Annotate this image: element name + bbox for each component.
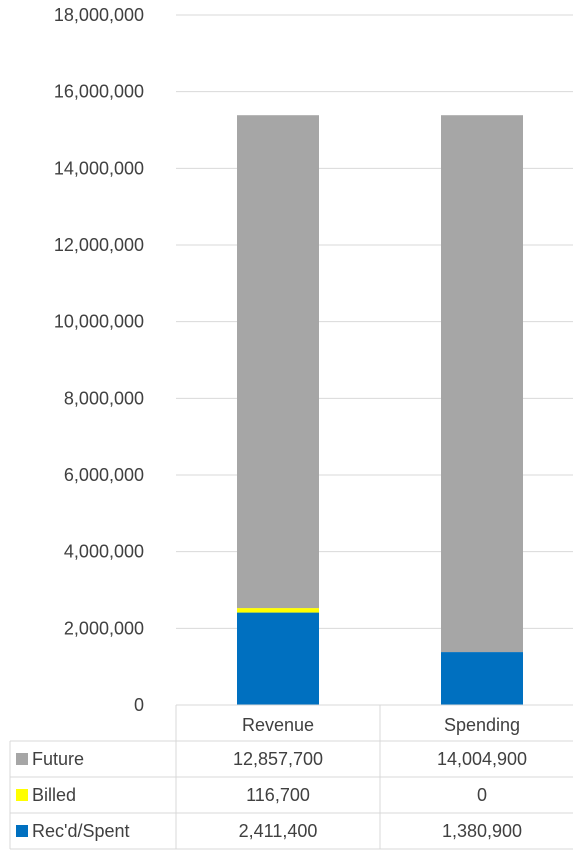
data-value: 12,857,700 [233, 749, 323, 769]
bar-segment-revenue-future [237, 115, 319, 609]
y-tick-label: 12,000,000 [54, 235, 144, 255]
data-value: 1,380,900 [442, 821, 522, 841]
legend-label: Billed [32, 785, 76, 805]
legend-key [16, 825, 28, 837]
bar-segment-spending-future [441, 115, 523, 653]
y-tick-label: 0 [134, 695, 144, 715]
y-tick-label: 6,000,000 [64, 465, 144, 485]
bar-segment-revenue-billed [237, 608, 319, 613]
data-table: Revenue Spending Future 12,857,700 14,004,90… [9, 704, 573, 850]
bar-segment-spending-rec-d-spent [441, 652, 523, 705]
y-tick-label: 18,000,000 [54, 5, 144, 25]
y-tick-label: 8,000,000 [64, 388, 144, 408]
data-value: 116,700 [246, 785, 310, 805]
y-axis: 0 2,000,000 4,000,000 6,000,000 8,000,000 10,… [54, 5, 144, 715]
y-tick-label: 14,000,000 [54, 158, 144, 178]
legend-key [16, 789, 28, 801]
y-tick-label: 4,000,000 [64, 542, 144, 562]
data-value: 14,004,900 [437, 749, 527, 769]
legend-key [16, 753, 28, 765]
bar-segment-revenue-rec-d-spent [237, 612, 319, 705]
bars [237, 115, 523, 705]
y-tick-label: 16,000,000 [54, 82, 144, 102]
y-tick-label: 2,000,000 [64, 618, 144, 638]
category-label: Revenue [242, 715, 314, 735]
data-value: 0 [477, 785, 487, 805]
legend-label: Future [32, 749, 84, 769]
legend-label: Rec'd/Spent [32, 821, 130, 841]
category-label: Spending [444, 715, 520, 735]
y-tick-label: 10,000,000 [54, 312, 144, 332]
data-value: 2,411,400 [239, 821, 318, 841]
